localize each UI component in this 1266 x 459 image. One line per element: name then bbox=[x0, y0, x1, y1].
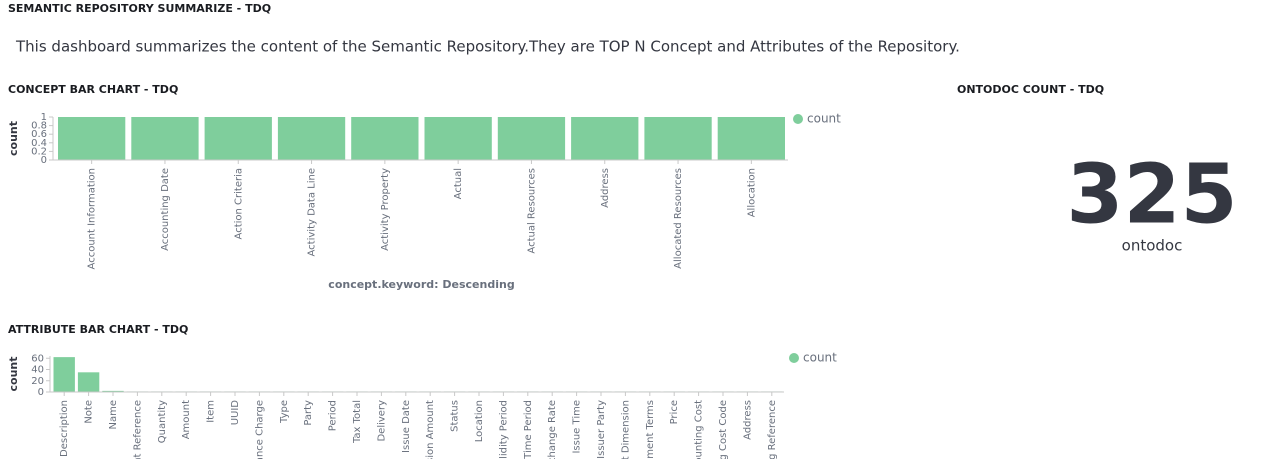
bar bbox=[204, 117, 272, 160]
x-tick-label: Activity Property bbox=[380, 168, 391, 251]
bar bbox=[424, 117, 492, 160]
panel-title: CONCEPT BAR CHART - TDQ bbox=[8, 83, 178, 96]
y-tick-label: 1 bbox=[41, 112, 47, 123]
bar bbox=[571, 117, 639, 160]
x-tick-label: Amount bbox=[181, 400, 192, 439]
x-axis-label: concept.keyword: Descending bbox=[328, 278, 514, 291]
y-tick-label: 20 bbox=[31, 376, 44, 387]
x-tick-label: Activity Data Line bbox=[307, 168, 318, 256]
x-tick-label: Issue Time bbox=[572, 400, 583, 454]
y-tick-label: 0 bbox=[41, 155, 47, 166]
x-tick-label: ing Cost Code bbox=[718, 400, 729, 459]
x-tick-label: Accounting Date bbox=[160, 168, 171, 251]
x-tick-label: ling Reference bbox=[767, 400, 778, 459]
y-tick-label: 0 bbox=[38, 387, 44, 398]
x-tick-label: UUID bbox=[230, 400, 241, 426]
x-tick-label: nsion Amount bbox=[425, 400, 436, 459]
x-tick-label: Action Criteria bbox=[233, 168, 244, 239]
y-axis-label: count bbox=[7, 121, 20, 156]
metric-value: 325 bbox=[1066, 147, 1237, 242]
x-tick-label: ent Dimension bbox=[620, 400, 631, 459]
x-tick-label: ent Reference bbox=[132, 400, 143, 459]
x-tick-label: Party bbox=[303, 400, 314, 426]
bar bbox=[277, 117, 346, 160]
x-tick-label: Address bbox=[742, 400, 753, 440]
bar bbox=[497, 117, 566, 160]
x-tick-label: Actual bbox=[453, 168, 464, 199]
y-axis-label: count bbox=[7, 357, 20, 392]
x-tick-label: wance Charge bbox=[254, 400, 265, 459]
y-tick-label: 0.2 bbox=[31, 146, 47, 157]
y-tick-label: 0.8 bbox=[31, 121, 47, 132]
legend-marker bbox=[789, 353, 799, 363]
x-tick-label: Name bbox=[108, 400, 119, 430]
x-tick-label: Account Information bbox=[87, 168, 98, 269]
x-tick-label: Delivery bbox=[376, 400, 387, 442]
panel-title: ATTRIBUTE BAR CHART - TDQ bbox=[8, 323, 188, 336]
bar bbox=[77, 372, 100, 392]
x-tick-label: ayment Terms bbox=[645, 400, 656, 459]
x-tick-label: ccounting Cost bbox=[694, 400, 705, 459]
x-tick-label: Allocated Resources bbox=[673, 168, 684, 269]
bar bbox=[53, 357, 75, 392]
dashboard-title: SEMANTIC REPOSITORY SUMMARIZE - TDQ bbox=[8, 2, 271, 15]
x-tick-label: Validity Period bbox=[498, 400, 509, 459]
bar bbox=[644, 117, 712, 160]
x-tick-label: Actual Resources bbox=[526, 168, 537, 254]
x-tick-label: Issuer Party bbox=[596, 400, 607, 459]
bar bbox=[58, 117, 126, 160]
x-tick-label: Exchange Rate bbox=[547, 400, 558, 459]
bar bbox=[131, 117, 199, 160]
bar bbox=[351, 117, 419, 160]
x-tick-label: Price bbox=[669, 400, 680, 424]
y-tick-label: 0.4 bbox=[31, 138, 47, 149]
x-tick-label: Tax Total bbox=[352, 400, 363, 444]
description: This dashboard summarizes the content of… bbox=[15, 38, 960, 56]
panel-title: ONTODOC COUNT - TDQ bbox=[957, 83, 1104, 96]
y-tick-label: 40 bbox=[31, 365, 44, 376]
legend-label[interactable]: count bbox=[803, 351, 837, 365]
bar bbox=[717, 117, 785, 160]
legend-marker bbox=[793, 114, 803, 124]
x-tick-label: e Time Period bbox=[523, 400, 534, 459]
x-tick-label: Address bbox=[600, 168, 611, 208]
x-tick-label: Status bbox=[450, 400, 461, 432]
y-tick-label: 0.6 bbox=[31, 129, 47, 140]
metric-label: ontodoc bbox=[1122, 237, 1183, 255]
legend-label[interactable]: count bbox=[807, 112, 841, 126]
x-tick-label: Allocation bbox=[746, 168, 757, 217]
x-tick-label: Issue Date bbox=[401, 400, 412, 453]
x-tick-label: Quantity bbox=[157, 400, 168, 443]
x-tick-label: Note bbox=[84, 400, 95, 424]
x-tick-label: Type bbox=[279, 400, 290, 424]
x-tick-label: Period bbox=[328, 400, 339, 431]
x-tick-label: Item bbox=[206, 400, 217, 423]
y-tick-label: 60 bbox=[31, 353, 44, 364]
x-tick-label: Description bbox=[59, 400, 70, 457]
bar bbox=[102, 390, 124, 392]
x-tick-label: Location bbox=[474, 400, 485, 442]
